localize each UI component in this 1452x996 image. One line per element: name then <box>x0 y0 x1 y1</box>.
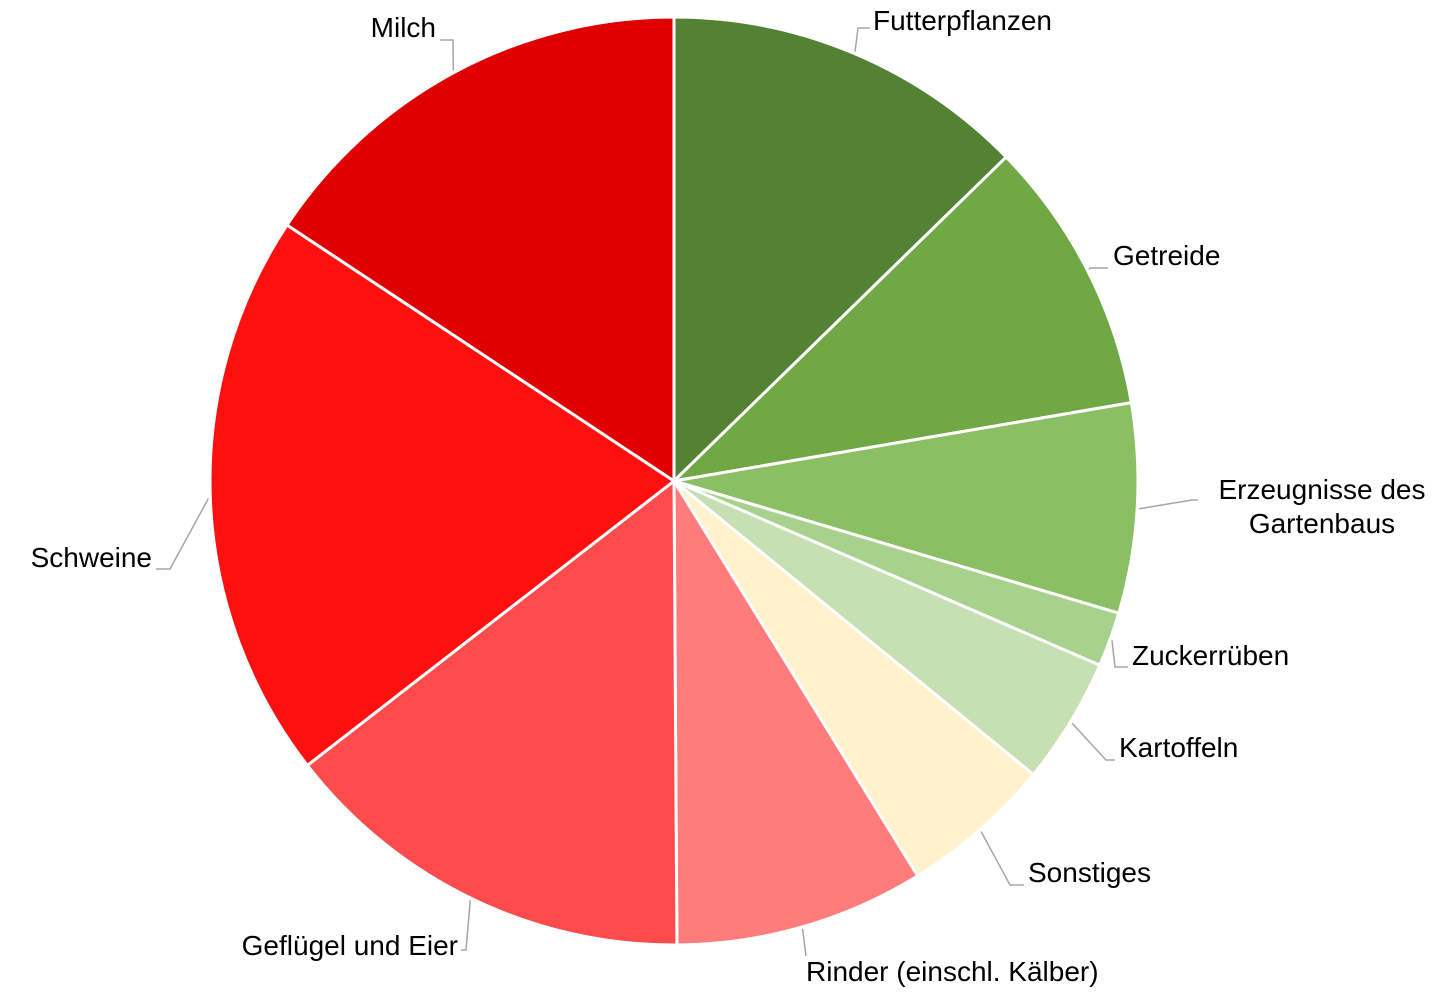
leader-line <box>156 498 209 570</box>
slice-label: Geflügel und Eier <box>241 930 458 961</box>
slice-label: Getreide <box>1113 240 1221 271</box>
leader-line <box>854 27 870 52</box>
pie-slice <box>672 479 1035 878</box>
pie-slice <box>305 479 679 947</box>
pie-slice <box>208 223 676 767</box>
leader-line <box>980 831 1024 886</box>
slice-label: Erzeugnisse des Gartenbaus <box>1218 474 1426 539</box>
slice-label: Schweine <box>30 542 152 573</box>
slice-label: Rinder (einschl. Kälber) <box>806 956 1099 987</box>
pie-slice <box>672 155 1133 483</box>
leader-line <box>1111 640 1128 668</box>
slice-label: Milch <box>370 12 436 43</box>
pie-slice <box>672 15 1008 483</box>
leader-line <box>1071 722 1115 761</box>
pie-slice <box>672 401 1140 615</box>
slice-label: Sonstiges <box>1028 857 1151 888</box>
slice-label: Futterpflanzen <box>873 5 1052 36</box>
slice-label: Zuckerrüben <box>1132 640 1290 671</box>
leader-line <box>461 900 472 951</box>
pie-slice <box>285 15 676 483</box>
leader-line <box>1139 499 1198 510</box>
leader-line <box>440 39 455 71</box>
pie-slice <box>672 479 920 947</box>
leader-line <box>801 928 807 957</box>
slice-label: Kartoffeln <box>1119 732 1239 763</box>
leader-line <box>1088 267 1108 270</box>
